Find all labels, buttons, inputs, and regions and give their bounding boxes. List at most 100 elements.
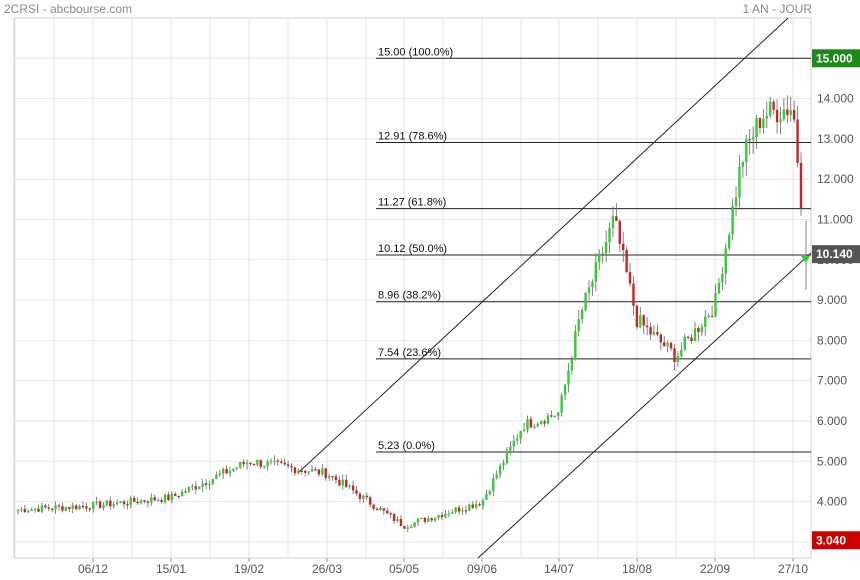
candle-body: [276, 460, 280, 462]
candle-body: [252, 463, 256, 466]
candle-body: [492, 478, 495, 492]
candle-body: [235, 467, 239, 469]
candle-body: [656, 331, 659, 335]
candle-body: [61, 506, 64, 511]
y-tick-label: 11.000: [817, 212, 853, 226]
candle-body: [249, 462, 252, 464]
candle-body: [228, 470, 232, 474]
candle-body: [721, 273, 724, 283]
candlesticks: [16, 95, 810, 533]
x-tick-label: 27/10: [778, 562, 808, 576]
candle-body: [204, 483, 208, 485]
candle-body: [663, 342, 666, 347]
candle-body: [574, 331, 577, 360]
candle-body: [498, 465, 502, 475]
candle-body: [68, 507, 71, 509]
candle-body: [601, 253, 604, 255]
x-tick-label: 22/09: [700, 562, 730, 576]
candle-body: [604, 242, 608, 254]
candle-body: [310, 469, 314, 472]
candle-body: [570, 359, 574, 371]
candle-body: [769, 101, 772, 116]
candle-body: [509, 446, 512, 451]
candle-body: [327, 476, 331, 478]
candle-body: [92, 502, 95, 510]
candle-body: [30, 509, 33, 512]
candle-body: [529, 418, 533, 428]
candle-body: [420, 517, 423, 520]
grid: [13, 17, 812, 559]
candle-body: [792, 109, 796, 120]
candle-body: [27, 511, 30, 513]
candle-body: [307, 471, 310, 473]
candle-body: [386, 510, 389, 514]
candle-body: [112, 504, 115, 507]
candle-body: [676, 355, 680, 362]
candle-body: [423, 517, 427, 522]
candle-body: [16, 509, 20, 512]
candle-body: [437, 515, 440, 518]
candle-body: [591, 281, 594, 288]
candle-body: [748, 139, 751, 141]
candle-body: [133, 497, 136, 502]
candle-body: [78, 505, 81, 510]
candle-body: [751, 137, 755, 140]
candle-body: [115, 502, 119, 505]
candle-body: [102, 504, 105, 508]
y-tick-label: 9.000: [817, 293, 847, 307]
candle-body: [594, 261, 598, 282]
fib-label: 5.23 (0.0%): [378, 440, 435, 452]
candle-body: [139, 500, 143, 504]
candle-body: [615, 216, 618, 221]
candle-body: [150, 497, 153, 503]
candle-body: [184, 491, 187, 493]
last-price-marker: [801, 256, 810, 263]
candle-body: [358, 493, 362, 499]
y-tick-label: 12.000: [817, 172, 854, 186]
candle-body: [389, 513, 392, 515]
candle-body: [81, 505, 85, 508]
candle-body: [427, 518, 430, 522]
candle-body: [98, 501, 102, 508]
candle-body: [170, 493, 174, 500]
candle-body: [481, 499, 485, 506]
candle-body: [156, 500, 160, 502]
candle-body: [632, 283, 635, 306]
candle-body: [355, 490, 358, 494]
candle-body: [717, 282, 721, 294]
candle-body: [410, 526, 413, 529]
candle-body: [37, 508, 40, 512]
candle-body: [762, 118, 765, 128]
candle-body: [286, 464, 290, 466]
candle-body: [474, 504, 478, 508]
candle-body: [546, 415, 550, 424]
fib-label: 8.96 (38.2%): [378, 290, 441, 302]
candle-body: [560, 395, 563, 413]
y-tick-label: 13.000: [817, 132, 854, 146]
candle-body: [727, 234, 731, 249]
candle-body: [550, 415, 553, 417]
candle-body: [122, 501, 126, 505]
y-tick-label: 6.000: [817, 414, 847, 428]
candle-body: [745, 139, 748, 163]
candle-body: [625, 249, 628, 273]
candle-body: [304, 470, 307, 473]
candle-body: [259, 460, 262, 467]
candle-body: [587, 287, 591, 293]
candle-body: [242, 462, 245, 465]
candle-body: [580, 310, 584, 320]
candle-body: [782, 109, 786, 120]
y-tick-label: 14.000: [817, 92, 854, 106]
candle-body: [618, 220, 621, 244]
candle-body: [174, 493, 177, 496]
candle-body: [201, 483, 204, 487]
chart-period-label: 1 AN - JOUR: [742, 2, 812, 16]
x-tick-label: 05/05: [389, 562, 419, 576]
candle-body: [23, 508, 27, 513]
candle-body: [54, 505, 57, 510]
candle-body: [396, 519, 399, 521]
trend-channel: [297, 17, 812, 559]
candle-body: [512, 440, 515, 447]
x-tick-label: 06/12: [78, 562, 108, 576]
candle-body: [198, 486, 201, 490]
